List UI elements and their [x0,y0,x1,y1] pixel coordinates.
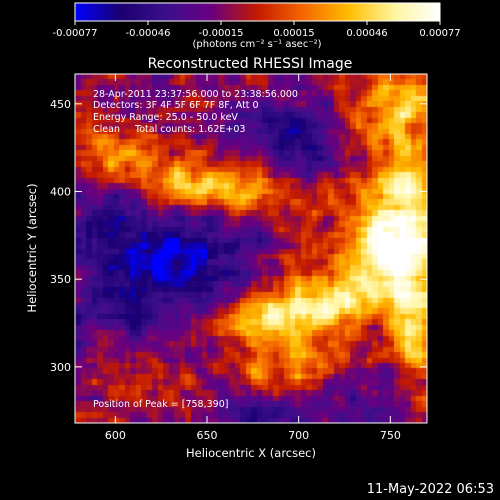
plot-area: 600 650 700 750 300 350 400 450 [50,73,428,442]
colorbar-gradient [74,2,441,22]
annotation-block: 28-Apr-2011 23:37:56.000 to 23:38:56.000… [93,89,298,135]
y-axis-label: Heliocentric Y (arcsec) [25,183,39,312]
annotation-line-3: Energy Range: 25.0 - 50.0 keV [93,112,238,123]
x-tick-label: 750 [380,429,401,442]
annotation-line-1: 28-Apr-2011 23:37:56.000 to 23:38:56.000 [93,89,298,100]
annotation-line-4: Clean Total counts: 1.62E+03 [93,124,245,135]
colorbar-tick-label: -0.00015 [199,28,244,39]
x-tick-label: 650 [197,429,218,442]
x-tick-label: 700 [288,429,309,442]
footer-timestamp: 11-May-2022 06:53 [367,482,494,497]
colorbar-units-label: (photons cm⁻² s⁻¹ asec⁻²) [192,39,321,50]
y-tick-label: 400 [50,186,71,199]
x-axis-ticks: 600 650 700 750 [105,74,401,442]
x-axis-label: Heliocentric X (arcsec) [186,446,316,460]
peak-position-label: Position of Peak = [758,390] [93,399,228,410]
colorbar: -0.00077 -0.00046 -0.00015 0.00015 0.00046 0.… [53,2,461,50]
chart-title: Reconstructed RHESSI Image [148,56,353,72]
y-tick-label: 450 [50,98,71,111]
colorbar-tick-label: 0.00077 [419,28,460,39]
plot-frame [74,73,428,424]
x-tick-label: 600 [105,429,126,442]
colorbar-tick-label: -0.00046 [126,28,171,39]
colorbar-tick-label: -0.00077 [53,28,98,39]
y-tick-label: 300 [50,361,71,374]
y-tick-label: 350 [50,273,71,286]
colorbar-ticks: -0.00077 -0.00046 -0.00015 0.00015 0.00046 0.… [53,21,461,39]
annotation-line-2: Detectors: 3F 4F 5F 6F 7F 8F, Att 0 [93,100,259,111]
y-axis-ticks: 300 350 400 450 [50,98,427,374]
heatmap-image [75,74,427,423]
colorbar-tick-label: 0.00015 [273,28,314,39]
colorbar-tick-label: 0.00046 [346,28,387,39]
